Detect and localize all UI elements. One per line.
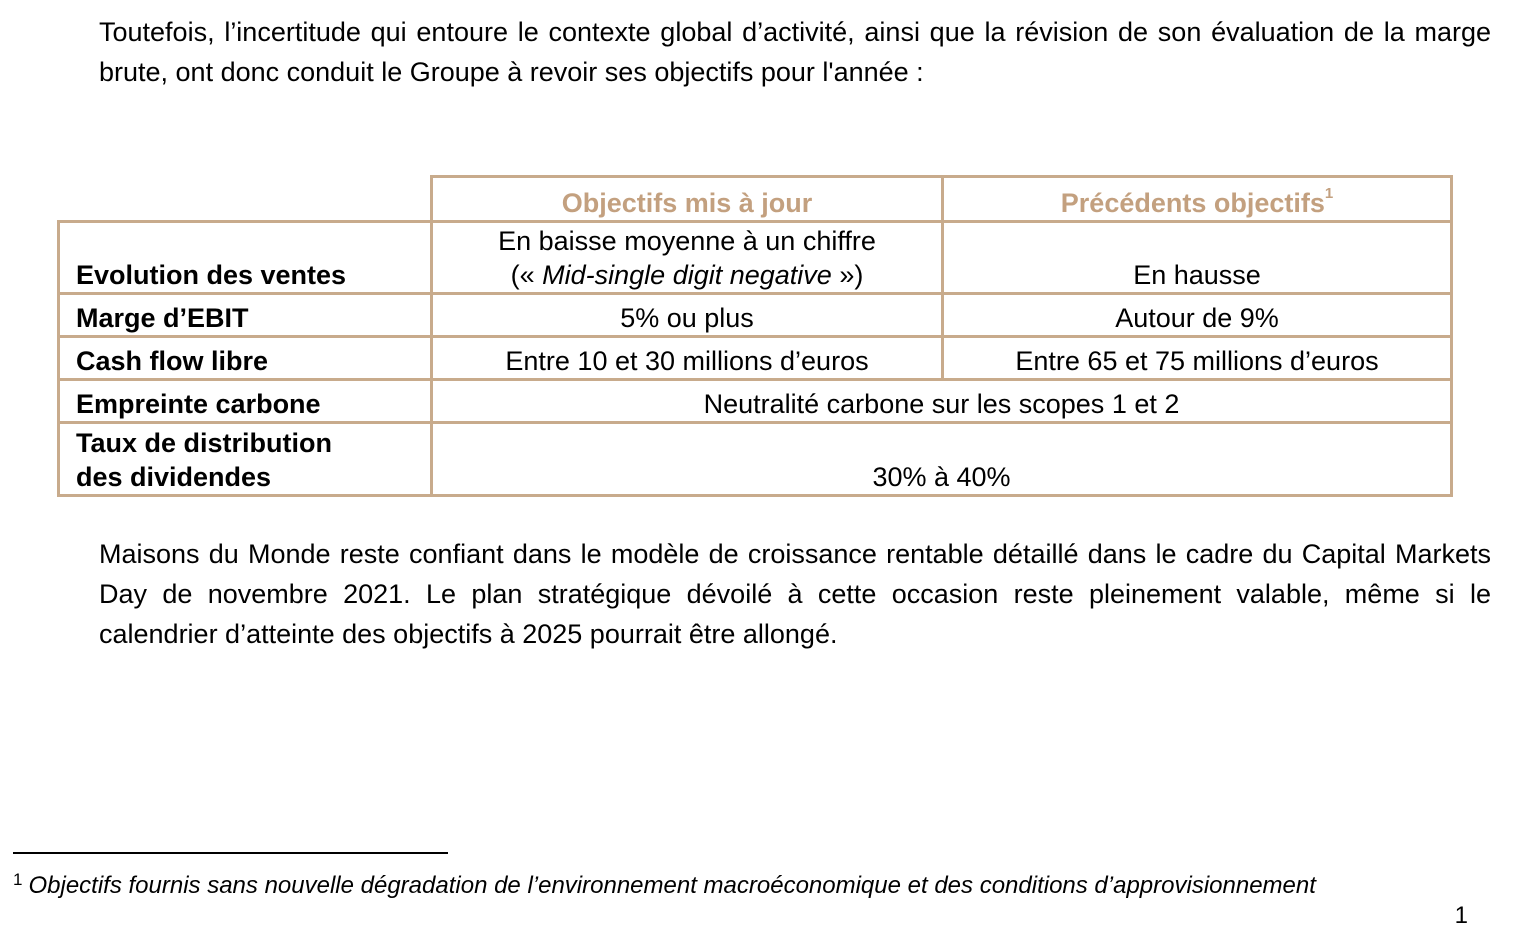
page-number: 1 xyxy=(1454,902,1468,929)
row-label-sales: Evolution des ventes xyxy=(57,220,433,295)
cell-text-close: ») xyxy=(831,260,864,290)
row-label-text: Empreinte carbone xyxy=(76,389,321,419)
cell-merged-carbon-footprint: Neutralité carbone sur les scopes 1 et 2 xyxy=(430,378,1453,424)
closing-paragraph: Maisons du Monde reste confiant dans le … xyxy=(99,539,1491,649)
footnote-separator xyxy=(13,852,448,854)
row-label-text-line2: des dividendes xyxy=(76,462,272,492)
row-label-free-cash-flow: Cash flow libre xyxy=(57,335,433,381)
header-updated-label: Objectifs mis à jour xyxy=(561,188,813,218)
cell-text: Neutralité carbone sur les scopes 1 et 2 xyxy=(703,389,1180,419)
footnote-marker: 1 xyxy=(13,870,23,889)
footnote: 1 Objectifs fournis sans nouvelle dégrada… xyxy=(13,868,1316,906)
cell-text: Autour de 9% xyxy=(1115,303,1279,333)
row-label-text-line1: Taux de distribution xyxy=(76,428,332,458)
cell-text: Entre 10 et 30 millions d’euros xyxy=(505,346,869,376)
cell-text-italic: Mid-single digit negative xyxy=(542,260,832,290)
cell-updated-ebit-margin: 5% ou plus xyxy=(430,292,944,338)
cell-merged-dividend-payout: 30% à 40% xyxy=(430,421,1453,497)
intro-paragraph: Toutefois, l’incertitude qui entoure le … xyxy=(99,17,1491,87)
cell-updated-free-cash-flow: Entre 10 et 30 millions d’euros xyxy=(430,335,944,381)
header-footnote-ref: 1 xyxy=(1324,185,1334,202)
cell-previous-ebit-margin: Autour de 9% xyxy=(941,292,1453,338)
row-label-dividend-payout: Taux de distribution des dividendes xyxy=(57,421,433,497)
cell-text-open: (« xyxy=(510,260,543,290)
header-previous-label: Précédents objectifs xyxy=(1060,188,1325,218)
cell-text: En hausse xyxy=(1133,260,1261,290)
row-label-text: Marge d’EBIT xyxy=(76,303,249,333)
footnote-text: Objectifs fournis sans nouvelle dégradat… xyxy=(28,872,1316,899)
row-label-ebit-margin: Marge d’EBIT xyxy=(57,292,433,338)
cell-text: Entre 65 et 75 millions d’euros xyxy=(1015,346,1379,376)
cell-previous-sales: En hausse xyxy=(941,220,1453,295)
row-label-text: Evolution des ventes xyxy=(76,260,347,290)
header-previous-objectives: Précédents objectifs1 xyxy=(941,175,1453,223)
header-updated-objectives: Objectifs mis à jour xyxy=(430,175,944,223)
cell-previous-free-cash-flow: Entre 65 et 75 millions d’euros xyxy=(941,335,1453,381)
cell-text: En baisse moyenne à un chiffre xyxy=(498,226,876,256)
cell-text: 30% à 40% xyxy=(872,462,1011,492)
cell-text: 5% ou plus xyxy=(620,303,754,333)
cell-updated-sales: En baisse moyenne à un chiffre (« Mid-si… xyxy=(430,220,944,295)
row-label-carbon-footprint: Empreinte carbone xyxy=(57,378,433,424)
row-label-text: Cash flow libre xyxy=(76,346,269,376)
objectives-table: Objectifs mis à jour Précédents objectif… xyxy=(57,175,1453,497)
